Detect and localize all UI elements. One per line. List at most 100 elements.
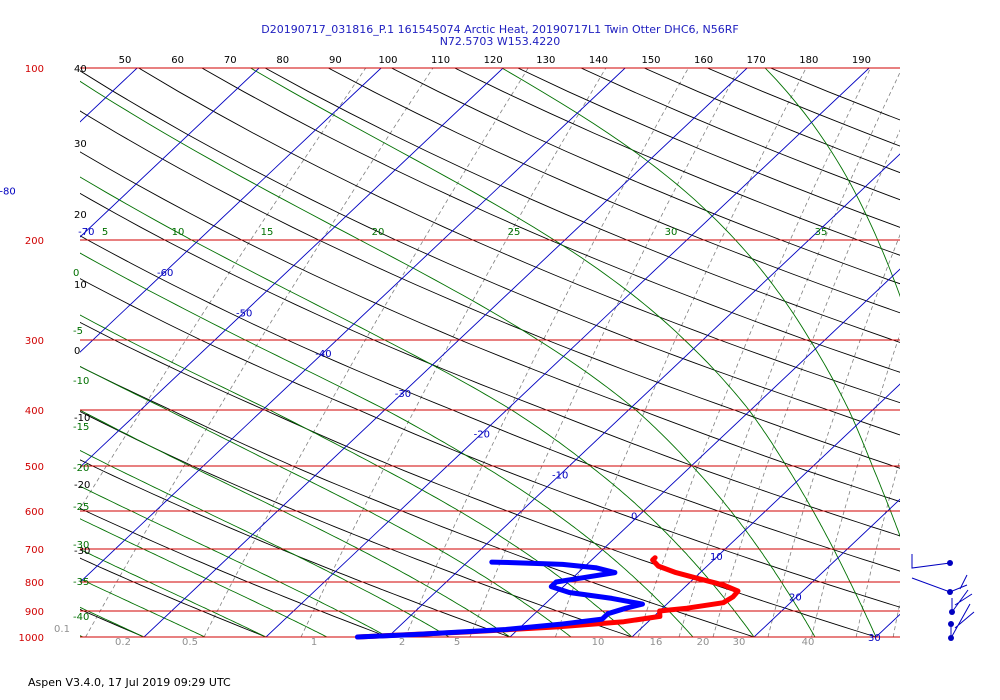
isotherm-label: 0: [631, 511, 637, 522]
moist-adiabat-line: [250, 68, 877, 637]
isotherm-label: -70: [78, 227, 94, 238]
top-axis-label: 110: [431, 55, 450, 66]
pressure-tick-label: 900: [25, 607, 44, 618]
wind-barb: [911, 574, 968, 593]
left-axis-label-black: 10: [74, 280, 87, 291]
pressure-tick-label: 700: [25, 545, 44, 556]
moist-adiabat-line: [80, 485, 389, 637]
moist-adiabat-line: [80, 518, 328, 637]
left-axis-label-black: 30: [74, 139, 87, 150]
top-axis-label: 90: [329, 55, 342, 66]
chart-title: D20190717_031816_P.1 161545074 Arctic He…: [261, 23, 739, 36]
dry-adiabat-line: [454, 68, 900, 256]
dry-adiabat-line: [80, 151, 900, 503]
mixing-ratio-line: [80, 68, 367, 510]
mixing-ratio-lines: [80, 68, 900, 637]
bottom-axis-label: 10: [592, 637, 605, 648]
mixing-ratio-line: [767, 233, 900, 637]
top-axis-label: 160: [694, 55, 713, 66]
left-axis-label-black: -10: [74, 413, 90, 424]
bottom-axis-label: 5: [454, 637, 460, 648]
isotherm-label: 10: [710, 552, 723, 563]
moist-adiabat-line: [80, 606, 145, 637]
top-axis-label: 130: [536, 55, 555, 66]
top-axis-label: 140: [589, 55, 608, 66]
top-axis-label: 120: [484, 55, 503, 66]
isotherm-label: -10: [552, 471, 568, 482]
pressure-tick-label: 200: [25, 236, 44, 247]
isotherm-line: [80, 68, 382, 353]
dry-adiabat-line: [80, 70, 900, 436]
pressure-tick-label: 100: [25, 64, 44, 75]
mixing-ratio-line: [203, 68, 529, 637]
left-axis-label-green: -15: [73, 422, 89, 433]
moist-adiabat-line: [80, 365, 572, 637]
isotherm-label: -30: [395, 389, 411, 400]
isotherm-label: -60: [157, 268, 173, 279]
isotherm-line: [753, 498, 900, 637]
dry-adiabat-line: [80, 507, 389, 637]
left-axis-label-black: 40: [74, 64, 87, 75]
left-axis-label-black: 0: [74, 346, 80, 357]
top-axis-label: 170: [747, 55, 766, 66]
wind-barb-dot: [948, 621, 954, 627]
pressure-tick-label: 400: [25, 406, 44, 417]
moist-adiabat-label: 5: [102, 227, 108, 238]
bottom-axis-label: 1: [311, 637, 317, 648]
pressure-tick-label: 800: [25, 578, 44, 589]
left-axis-label-green: 0: [73, 268, 79, 279]
bottom-axis-label: 16: [650, 637, 663, 648]
dry-adiabat-line: [80, 366, 755, 637]
dry-adiabat-line: [770, 68, 900, 121]
isotherm-label: 20: [789, 592, 802, 603]
dry-adiabat-line: [80, 411, 633, 637]
top-axis-label: 150: [641, 55, 660, 66]
mixing-ratio-line: [404, 68, 689, 637]
top-axis-label: 100: [378, 55, 397, 66]
top-axis-label: 60: [171, 55, 184, 66]
pressure-tick-label: 1000: [19, 633, 44, 644]
moist-adiabat-line: [80, 548, 267, 637]
wind-barb-dot: [947, 560, 953, 566]
moist-adiabat-line: [80, 176, 755, 637]
isotherm-line: [143, 68, 748, 637]
wind-barb: [911, 554, 951, 569]
dry-adiabat-line: [138, 68, 900, 404]
left-axis-label-green: -30: [73, 540, 89, 551]
isotherm-line: [80, 68, 138, 123]
mixing-ratio-line: [300, 68, 607, 637]
top-axis-label: 70: [224, 55, 237, 66]
bottom-axis-label: 0.2: [115, 637, 131, 648]
dry-adiabat-line: [707, 68, 900, 147]
top-axis-label: 180: [799, 55, 818, 66]
dry-adiabat-line: [80, 459, 511, 637]
dry-adiabat-line: [80, 235, 900, 572]
left-axis-label-green: -25: [73, 502, 89, 513]
bottom-axis-label: 20: [697, 637, 710, 648]
wind-barbs: [911, 554, 975, 641]
isotherm-line: [875, 613, 900, 637]
mixing-ratio-line: [678, 71, 900, 637]
top-axis-label: 190: [852, 55, 871, 66]
isotherm-lines: [80, 68, 900, 637]
dry-adiabat-line: [80, 278, 900, 608]
moist-adiabat-label: 20: [372, 227, 385, 238]
pressure-tick-label: 600: [25, 507, 44, 518]
moist-adiabat-label: 15: [261, 227, 274, 238]
bottom-axis-label: 0.5: [182, 637, 198, 648]
moist-adiabat-line: [0, 68, 22, 637]
bottom-axis-label: 30: [733, 637, 746, 648]
left-axis-label-green: -40: [73, 612, 89, 623]
isotherm-label: -20: [474, 430, 490, 441]
moist-adiabat-label: 30: [665, 227, 678, 238]
wind-barb-dot: [948, 635, 954, 641]
left-axis-label-black: -30: [74, 546, 90, 557]
moist-adiabat-line: [80, 449, 450, 637]
mixing-ratio-line: [892, 600, 900, 637]
footer-version: Aspen V3.4.0, 17 Jul 2019 09:29 UTC: [28, 676, 231, 689]
mixing-ratio-line: [555, 68, 807, 637]
isobar-lines: [80, 67, 900, 638]
isotherm-line: [387, 153, 900, 637]
moist-adiabat-line: [501, 68, 900, 538]
